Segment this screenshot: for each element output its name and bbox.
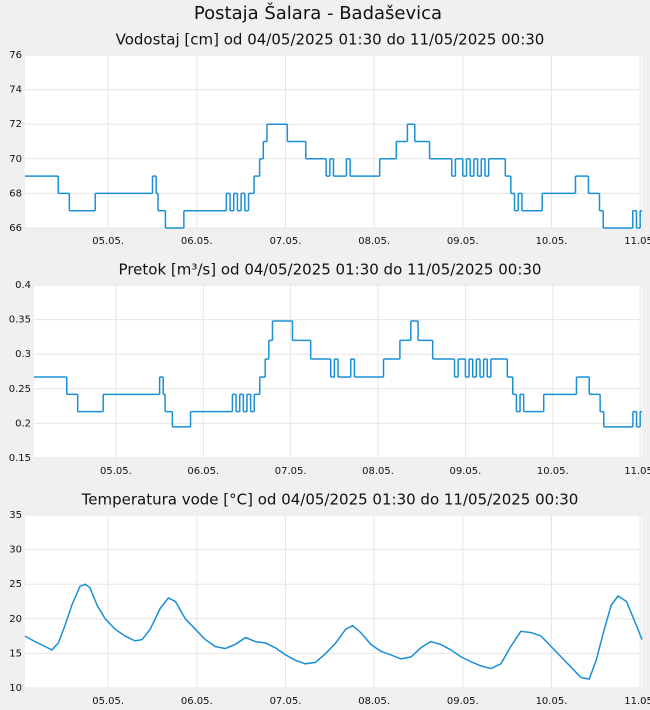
x-tick-label: 10.05. xyxy=(536,696,568,707)
y-tick-label: 25 xyxy=(9,579,22,590)
chart-title: Pretok [m³/s] od 04/05/2025 01:30 do 11/… xyxy=(119,261,542,279)
x-tick-label: 11.05. xyxy=(624,236,650,247)
x-tick-label: 08.05. xyxy=(358,696,390,707)
chart-title: Temperatura vode [°C] od 04/05/2025 01:3… xyxy=(81,491,579,509)
x-tick-label: 05.05. xyxy=(92,696,124,707)
y-tick-label: 74 xyxy=(9,85,22,96)
plot-area xyxy=(25,515,642,688)
x-tick-label: 07.05. xyxy=(275,466,307,477)
y-tick-label: 0.35 xyxy=(9,315,31,326)
x-tick-label: 07.05. xyxy=(270,696,302,707)
y-tick-label: 0.2 xyxy=(15,418,31,429)
x-tick-label: 06.05. xyxy=(181,236,213,247)
x-tick-label: 09.05. xyxy=(450,466,482,477)
y-tick-label: 68 xyxy=(9,188,22,199)
x-tick-label: 06.05. xyxy=(181,696,213,707)
x-tick-label: 10.05. xyxy=(537,466,569,477)
y-tick-label: 0.4 xyxy=(15,280,31,291)
y-tick-label: 30 xyxy=(9,545,22,556)
x-tick-label: 07.05. xyxy=(270,236,302,247)
x-tick-label: 06.05. xyxy=(187,466,219,477)
y-tick-label: 76 xyxy=(9,50,22,61)
plot-area xyxy=(25,55,642,228)
y-tick-label: 15 xyxy=(9,648,22,659)
y-tick-label: 0.15 xyxy=(9,453,31,464)
y-tick-label: 72 xyxy=(9,119,22,130)
y-tick-label: 0.3 xyxy=(15,349,31,360)
y-tick-label: 20 xyxy=(9,614,22,625)
x-tick-label: 08.05. xyxy=(362,466,394,477)
y-tick-label: 10 xyxy=(9,683,22,694)
x-tick-label: 09.05. xyxy=(447,696,479,707)
y-tick-label: 66 xyxy=(9,223,22,234)
x-tick-label: 09.05. xyxy=(447,236,479,247)
y-tick-label: 0.25 xyxy=(9,384,31,395)
x-tick-label: 05.05. xyxy=(92,236,124,247)
x-tick-label: 08.05. xyxy=(358,236,390,247)
x-tick-label: 10.05. xyxy=(536,236,568,247)
line xyxy=(24,583,643,680)
x-tick-label: 05.05. xyxy=(100,466,132,477)
y-tick-label: 35 xyxy=(9,510,22,521)
chart-title: Vodostaj [cm] od 04/05/2025 01:30 do 11/… xyxy=(116,31,545,49)
x-tick-label: 11.05. xyxy=(624,696,650,707)
page-title: Postaja Šalara - Badaševica xyxy=(194,2,442,24)
x-tick-label: 11.05. xyxy=(624,466,650,477)
y-tick-label: 70 xyxy=(9,154,22,165)
